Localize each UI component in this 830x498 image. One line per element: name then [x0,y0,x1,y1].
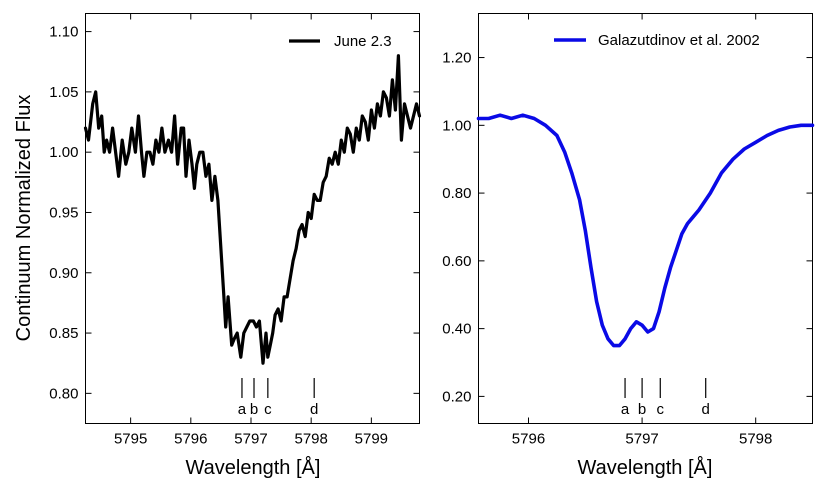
left-marker-b-label: b [250,401,258,418]
left-legend: June 2.3 [289,33,392,50]
left-panel: 5795 5796 5797 5798 5799 0.80 0.85 0.90 0.95 1.00… [13,13,422,479]
left-marker-d-label: d [310,401,318,418]
right-y-tick-label: 0.60 [442,253,471,270]
left-y-tick-label: 0.95 [49,204,78,221]
left-x-tick-label: 5798 [294,431,327,448]
right-x-tick-label: 5797 [625,431,658,448]
right-tick-labels: 5796 5797 5798 0.20 0.40 0.60 0.80 1.00 1.20 [442,50,772,448]
right-series-line [476,113,815,348]
left-y-tick-label: 1.10 [49,24,78,41]
left-plot-frame [85,13,420,424]
right-y-tick-label: 1.00 [442,117,471,134]
left-y-tick-label: 1.00 [49,144,78,161]
right-plot-frame [478,13,813,424]
left-x-tick-label: 5796 [174,431,207,448]
left-marker-a-label: a [238,401,247,418]
left-y-axis-label: Continuum Normalized Flux [13,95,35,342]
right-marker-d-label: d [702,401,710,418]
left-y-tick-label: 0.90 [49,265,78,282]
right-legend: Galazutdinov et al. 2002 [554,32,760,49]
right-legend-label: Galazutdinov et al. 2002 [598,32,760,49]
right-x-tick-label: 5798 [739,431,772,448]
left-x-axis-label: Wavelength [Å] [186,456,321,479]
left-y-tick-label: 0.80 [49,385,78,402]
right-marker-b-label: b [638,401,646,418]
left-y-tick-label: 1.05 [49,84,78,101]
left-series-line [83,54,422,365]
right-y-tick-label: 1.20 [442,50,471,67]
left-x-tick-label: 5795 [114,431,147,448]
left-tick-labels: 5795 5796 5797 5798 5799 0.80 0.85 0.90 0.95 1.00… [49,24,388,448]
left-x-tick-label: 5799 [355,431,388,448]
right-ticks [478,13,813,424]
right-y-tick-label: 0.20 [442,388,471,405]
left-series-layer [83,54,422,365]
left-x-tick-label: 5797 [234,431,267,448]
right-marker-c-label: c [657,401,665,418]
right-y-tick-label: 0.80 [442,185,471,202]
right-y-tick-label: 0.40 [442,321,471,338]
left-ticks [85,13,420,424]
left-marker-c-label: c [264,401,272,418]
right-marker-a-label: a [621,401,630,418]
left-legend-label: June 2.3 [334,33,392,50]
right-series-layer [476,113,815,348]
right-x-axis-label: Wavelength [Å] [578,456,713,479]
left-y-tick-label: 0.85 [49,325,78,342]
right-x-tick-label: 5796 [512,431,545,448]
